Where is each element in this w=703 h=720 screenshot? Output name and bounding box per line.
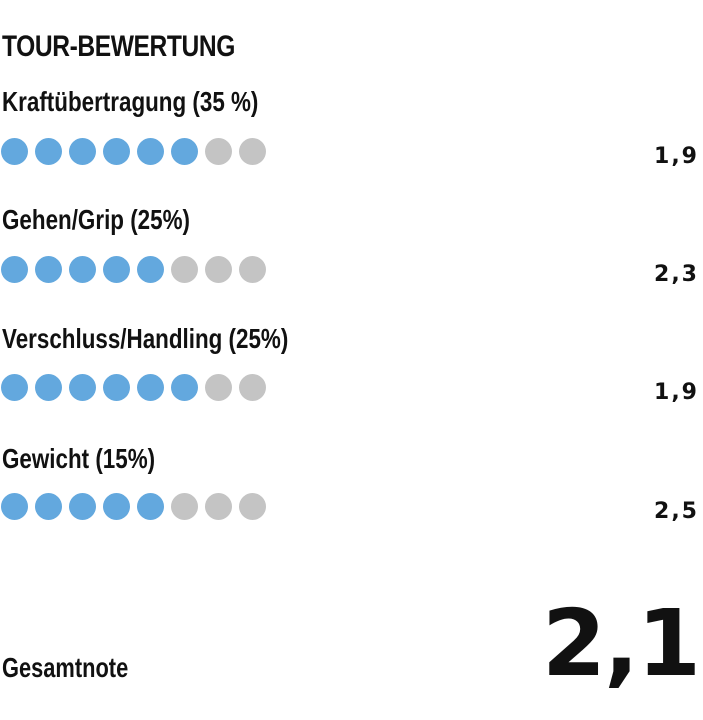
empty-dot-icon: [239, 493, 266, 520]
filled-dot-icon: [103, 493, 130, 520]
rating-dots: [1, 493, 266, 521]
empty-dot-icon: [205, 256, 232, 283]
category-label: Gehen/Grip (25%): [2, 204, 190, 235]
empty-dot-icon: [205, 374, 232, 401]
overall-label: Gesamtnote: [2, 652, 129, 683]
rating-dots: [1, 256, 266, 284]
filled-dot-icon: [137, 256, 164, 283]
rating-title: TOUR-BEWERTUNG: [2, 30, 235, 63]
overall-grade: 2,1: [542, 590, 701, 697]
filled-dot-icon: [35, 493, 62, 520]
filled-dot-icon: [103, 256, 130, 283]
filled-dot-icon: [1, 374, 28, 401]
filled-dot-icon: [69, 256, 96, 283]
rating-dots: [1, 374, 266, 402]
category-label: Gewicht (15%): [2, 443, 156, 474]
rating-dots: [1, 138, 266, 166]
empty-dot-icon: [205, 493, 232, 520]
filled-dot-icon: [35, 374, 62, 401]
empty-dot-icon: [239, 374, 266, 401]
empty-dot-icon: [205, 138, 232, 165]
category-grade: 1,9: [654, 144, 699, 169]
filled-dot-icon: [137, 138, 164, 165]
empty-dot-icon: [171, 493, 198, 520]
category-grade: 1,9: [654, 380, 699, 405]
filled-dot-icon: [1, 138, 28, 165]
filled-dot-icon: [69, 374, 96, 401]
filled-dot-icon: [35, 256, 62, 283]
filled-dot-icon: [103, 138, 130, 165]
empty-dot-icon: [239, 256, 266, 283]
category-grade: 2,5: [654, 499, 699, 524]
filled-dot-icon: [137, 493, 164, 520]
filled-dot-icon: [35, 138, 62, 165]
filled-dot-icon: [171, 138, 198, 165]
filled-dot-icon: [69, 493, 96, 520]
filled-dot-icon: [137, 374, 164, 401]
empty-dot-icon: [239, 138, 266, 165]
category-label: Kraftübertragung (35 %): [2, 86, 259, 117]
category-grade: 2,3: [654, 262, 699, 287]
category-label: Verschluss/Handling (25%): [2, 323, 289, 354]
filled-dot-icon: [1, 256, 28, 283]
filled-dot-icon: [171, 374, 198, 401]
filled-dot-icon: [69, 138, 96, 165]
filled-dot-icon: [1, 493, 28, 520]
filled-dot-icon: [103, 374, 130, 401]
empty-dot-icon: [171, 256, 198, 283]
